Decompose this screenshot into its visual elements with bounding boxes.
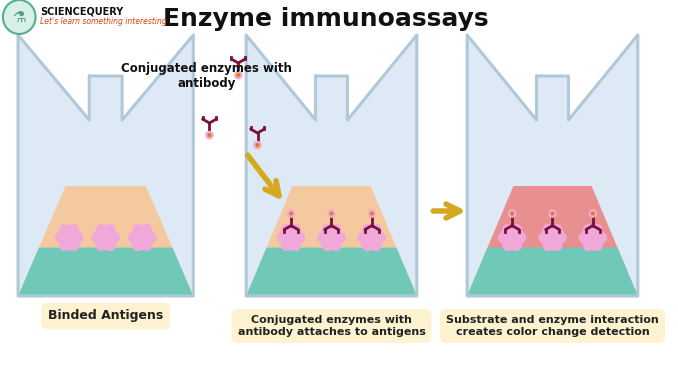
- Polygon shape: [246, 186, 417, 296]
- Circle shape: [111, 233, 119, 242]
- Circle shape: [372, 241, 381, 250]
- Circle shape: [539, 233, 548, 242]
- Circle shape: [94, 226, 117, 250]
- Text: SCIENCEQUERY: SCIENCEQUERY: [41, 6, 123, 16]
- Circle shape: [3, 0, 35, 34]
- Circle shape: [56, 233, 64, 242]
- Circle shape: [69, 225, 78, 234]
- Circle shape: [318, 233, 327, 242]
- Circle shape: [235, 72, 242, 79]
- Circle shape: [208, 134, 211, 136]
- Circle shape: [74, 233, 83, 242]
- Polygon shape: [467, 186, 638, 296]
- Circle shape: [332, 225, 340, 234]
- Text: Binded Antigens: Binded Antigens: [48, 309, 163, 322]
- Circle shape: [372, 225, 381, 234]
- Circle shape: [579, 233, 588, 242]
- Circle shape: [92, 233, 101, 242]
- Circle shape: [592, 212, 594, 215]
- Circle shape: [541, 226, 564, 250]
- Circle shape: [97, 225, 106, 234]
- Text: Substrate and enzyme interaction
creates color change detection: Substrate and enzyme interaction creates…: [446, 315, 659, 337]
- Circle shape: [328, 210, 335, 217]
- Circle shape: [106, 241, 115, 250]
- Circle shape: [581, 226, 604, 250]
- Circle shape: [142, 225, 151, 234]
- Circle shape: [296, 233, 304, 242]
- Circle shape: [517, 233, 525, 242]
- Circle shape: [551, 212, 554, 215]
- Circle shape: [256, 144, 259, 146]
- Polygon shape: [18, 186, 193, 296]
- Circle shape: [60, 241, 69, 250]
- Circle shape: [279, 226, 302, 250]
- Circle shape: [508, 210, 516, 217]
- Circle shape: [323, 225, 332, 234]
- Circle shape: [377, 233, 386, 242]
- Text: Enzyme immunoassays: Enzyme immunoassays: [163, 7, 489, 31]
- Polygon shape: [467, 35, 638, 296]
- Circle shape: [330, 212, 333, 215]
- Circle shape: [292, 225, 300, 234]
- Circle shape: [58, 226, 81, 250]
- Circle shape: [593, 225, 602, 234]
- Text: ⚗: ⚗: [12, 10, 26, 24]
- Circle shape: [498, 233, 507, 242]
- Circle shape: [290, 212, 292, 215]
- Text: Let's learn something interesting: Let's learn something interesting: [41, 16, 167, 26]
- Circle shape: [503, 241, 512, 250]
- Polygon shape: [467, 248, 638, 296]
- Circle shape: [593, 241, 602, 250]
- Circle shape: [500, 226, 523, 250]
- Circle shape: [503, 225, 512, 234]
- Circle shape: [513, 241, 521, 250]
- Polygon shape: [246, 248, 417, 296]
- Circle shape: [358, 233, 367, 242]
- Text: Conjugated enzymes with
antibody attaches to antigens: Conjugated enzymes with antibody attache…: [237, 315, 425, 337]
- Circle shape: [147, 233, 156, 242]
- Circle shape: [254, 141, 261, 149]
- Circle shape: [320, 226, 343, 250]
- Circle shape: [131, 226, 154, 250]
- Circle shape: [332, 241, 340, 250]
- Circle shape: [106, 225, 115, 234]
- Circle shape: [97, 241, 106, 250]
- Circle shape: [511, 212, 513, 215]
- Text: Conjugated enzymes with
antibody: Conjugated enzymes with antibody: [121, 62, 292, 90]
- Circle shape: [549, 210, 556, 217]
- Circle shape: [237, 74, 239, 76]
- Circle shape: [282, 225, 291, 234]
- Polygon shape: [18, 35, 193, 296]
- Circle shape: [142, 241, 151, 250]
- Circle shape: [133, 225, 142, 234]
- Circle shape: [557, 233, 566, 242]
- Circle shape: [282, 241, 291, 250]
- Circle shape: [598, 233, 606, 242]
- Circle shape: [584, 241, 593, 250]
- Polygon shape: [246, 35, 417, 296]
- Circle shape: [360, 226, 383, 250]
- Circle shape: [513, 225, 521, 234]
- Circle shape: [69, 241, 78, 250]
- Circle shape: [206, 131, 213, 139]
- Circle shape: [323, 241, 332, 250]
- Circle shape: [371, 212, 373, 215]
- Circle shape: [60, 225, 69, 234]
- Circle shape: [363, 241, 372, 250]
- Circle shape: [292, 241, 300, 250]
- Circle shape: [368, 210, 376, 217]
- Circle shape: [363, 225, 372, 234]
- Circle shape: [553, 225, 561, 234]
- Circle shape: [287, 210, 295, 217]
- Circle shape: [277, 233, 286, 242]
- Circle shape: [133, 241, 142, 250]
- Circle shape: [584, 225, 593, 234]
- Circle shape: [544, 241, 553, 250]
- Circle shape: [336, 233, 345, 242]
- Circle shape: [129, 233, 138, 242]
- Circle shape: [544, 225, 553, 234]
- Circle shape: [589, 210, 597, 217]
- Polygon shape: [18, 248, 193, 296]
- Circle shape: [553, 241, 561, 250]
